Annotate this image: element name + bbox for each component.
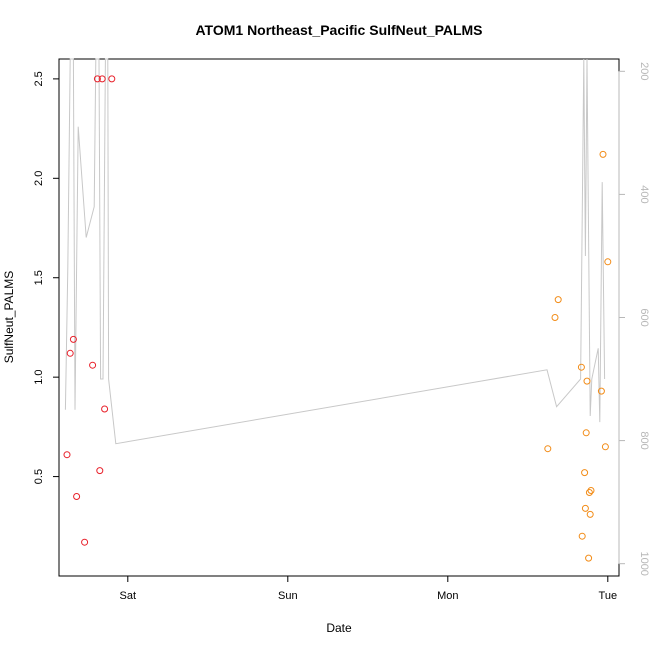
- data-point-orange-0: [544, 445, 552, 453]
- y2-tick-label-2: 600: [638, 308, 650, 326]
- data-point-orange-2: [554, 296, 562, 304]
- data-point-red-0: [63, 451, 71, 459]
- y2-tick-label-0: 200: [638, 62, 650, 80]
- x-tick-label-2: Mon: [437, 590, 458, 602]
- data-point-orange-10: [585, 489, 593, 496]
- data-point-orange-11: [586, 510, 594, 518]
- scatter-points-layer: [63, 75, 612, 562]
- data-point-red-1: [66, 349, 74, 357]
- data-point-orange-8: [583, 377, 591, 385]
- data-point-red-2: [69, 335, 77, 343]
- y-tick-label-4: 2.5: [33, 71, 45, 86]
- plot-frame: [58, 58, 620, 577]
- data-point-red-8: [98, 75, 106, 83]
- data-point-orange-3: [577, 363, 585, 371]
- data-point-orange-14: [599, 150, 607, 158]
- y2-tick-label-3: 800: [638, 431, 650, 449]
- y2-axis: 200 400 600 800 1000: [618, 62, 650, 576]
- y2-tick-label-1: 400: [638, 185, 650, 203]
- x-axis-label: Date: [326, 621, 352, 635]
- data-point-red-4: [81, 538, 89, 546]
- data-point-orange-5: [581, 469, 589, 477]
- y-tick-label-3: 2.0: [33, 171, 45, 186]
- y-axis: 0.5 1.0 1.5 2.0 2.5: [33, 71, 60, 484]
- data-point-red-6: [93, 75, 101, 83]
- data-point-orange-7: [582, 429, 590, 437]
- data-point-orange-15: [601, 443, 609, 451]
- y-tick-label-1: 1.0: [33, 370, 45, 385]
- data-point-orange-6: [581, 504, 589, 512]
- data-point-orange-9: [585, 554, 593, 562]
- y-tick-label-2: 1.5: [33, 270, 45, 285]
- data-point-red-9: [101, 405, 109, 413]
- x-axis: Sat Sun Mon Tue: [120, 575, 618, 602]
- altitude-line-layer: [64, 58, 606, 445]
- y-axis-label: SulfNeut_PALMS: [2, 271, 16, 364]
- altitude-line: [64, 58, 606, 445]
- data-point-orange-12: [587, 487, 595, 494]
- data-point-red-3: [73, 493, 81, 500]
- data-point-orange-4: [578, 532, 586, 540]
- y2-tick-label-4: 1000: [638, 551, 650, 575]
- chart-title: ATOM1 Northeast_Pacific SulfNeut_PALMS: [195, 22, 482, 38]
- x-tick-label-3: Tue: [599, 590, 618, 602]
- data-point-red-10: [108, 75, 116, 83]
- x-tick-label-0: Sat: [120, 590, 137, 602]
- x-tick-label-1: Sun: [278, 590, 298, 602]
- data-point-red-7: [96, 467, 104, 475]
- y-tick-label-0: 0.5: [33, 469, 45, 484]
- data-point-orange-1: [551, 314, 559, 321]
- data-point-orange-16: [604, 258, 612, 266]
- data-point-orange-13: [597, 387, 605, 395]
- data-point-red-5: [89, 361, 97, 369]
